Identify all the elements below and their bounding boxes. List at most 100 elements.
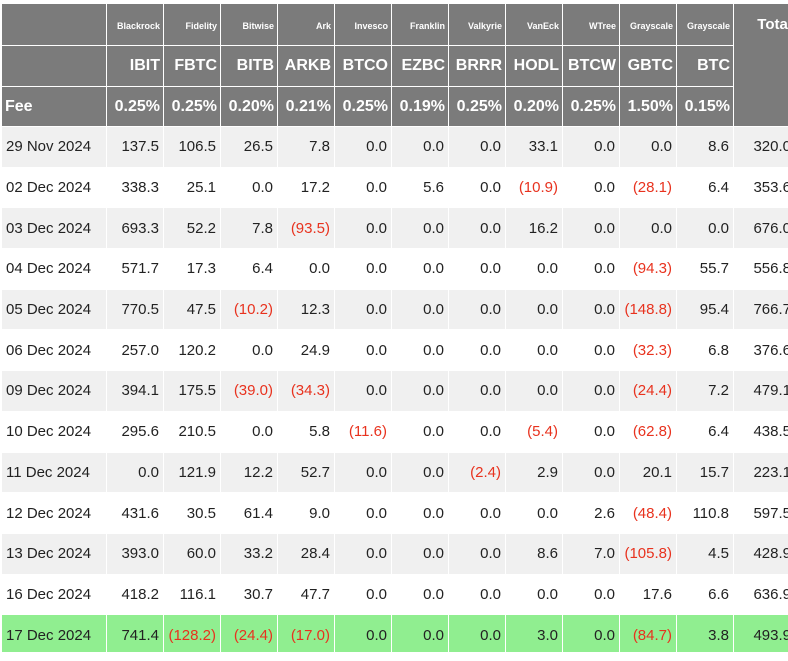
issuer-header: Bitwise (221, 4, 277, 45)
flow-value-cell: 17.2 (278, 167, 334, 208)
header-corner-blank (2, 4, 106, 45)
ticker-header: BTC (677, 46, 733, 86)
flow-value-cell: 0.0 (563, 330, 619, 371)
flow-value-cell: 0.0 (506, 330, 562, 371)
flow-value-cell: 5.8 (278, 411, 334, 452)
issuer-header: Ark (278, 4, 334, 45)
flow-value-cell: 6.6 (677, 574, 733, 615)
fee-value: 0.25% (449, 87, 505, 126)
table-row: 09 Dec 2024 394.1 175.5 (39.0) (34.3) 0.0 0.0 0… (2, 371, 788, 411)
flow-value-cell: 0.0 (563, 411, 619, 452)
fee-value: 0.21% (278, 87, 334, 126)
total-value-cell: 353.6 (734, 167, 788, 208)
flow-value-cell: 0.0 (449, 615, 505, 655)
flow-value-cell: 0.0 (392, 574, 448, 615)
flow-value-cell: 0.0 (449, 208, 505, 249)
total-value-cell: 320.0 (734, 127, 788, 167)
flow-value-cell: 0.0 (392, 127, 448, 167)
flow-value-cell: 20.1 (620, 452, 676, 493)
flow-value-cell: 52.2 (164, 208, 220, 249)
flow-value-cell: (11.6) (335, 411, 391, 452)
flow-value-cell: 8.6 (677, 127, 733, 167)
date-cell: 16 Dec 2024 (2, 574, 106, 615)
flow-value-cell: 0.0 (506, 493, 562, 533)
flow-value-cell: 6.8 (677, 330, 733, 371)
total-value-cell: 556.8 (734, 249, 788, 289)
ticker-header: HODL (506, 46, 562, 86)
flow-value-cell: 0.0 (221, 411, 277, 452)
flow-value-cell: 17.3 (164, 249, 220, 289)
table-row: 12 Dec 2024 431.6 30.5 61.4 9.0 0.0 0.0 0.0 0.0 2… (2, 493, 788, 533)
flow-value-cell: 7.2 (677, 371, 733, 411)
date-cell: 11 Dec 2024 (2, 452, 106, 493)
issuer-header-row: Blackrock Fidelity Bitwise Ark Invesco Frankl… (2, 4, 788, 126)
flow-value-cell: 0.0 (449, 533, 505, 574)
ticker-header: BITB (221, 46, 277, 86)
flow-value-cell: 0.0 (335, 330, 391, 371)
flow-value-cell: 0.0 (392, 208, 448, 249)
issuer-header: Fidelity (164, 4, 220, 45)
flow-value-cell: 0.0 (506, 574, 562, 615)
flow-value-cell: 106.5 (164, 127, 220, 167)
flow-value-cell: 0.0 (620, 127, 676, 167)
flow-value-cell: (5.4) (506, 411, 562, 452)
flow-value-cell: 0.0 (335, 167, 391, 208)
fee-value: 0.15% (677, 87, 733, 126)
table-row: 03 Dec 2024 693.3 52.2 7.8 (93.5) 0.0 0.0 0.0 16… (2, 208, 788, 249)
date-cell: 06 Dec 2024 (2, 330, 106, 371)
flow-value-cell: 30.7 (221, 574, 277, 615)
table-body: 29 Nov 2024 137.5 106.5 26.5 7.8 0.0 0.0 0.0 33.… (2, 127, 788, 655)
flow-value-cell: (94.3) (620, 249, 676, 289)
flow-value-cell: 0.0 (335, 493, 391, 533)
total-value-cell: 479.1 (734, 371, 788, 411)
total-value-cell: 438.5 (734, 411, 788, 452)
ticker-header: EZBC (392, 46, 448, 86)
fee-value: 0.20% (506, 87, 562, 126)
flow-value-cell: 6.4 (221, 249, 277, 289)
flow-value-cell: 0.0 (563, 452, 619, 493)
flow-value-cell: 0.0 (449, 167, 505, 208)
flow-value-cell: 9.0 (278, 493, 334, 533)
flow-value-cell: 770.5 (107, 289, 163, 330)
flow-value-cell: 2.6 (563, 493, 619, 533)
flow-value-cell: 0.0 (392, 493, 448, 533)
flow-value-cell: (128.2) (164, 615, 220, 655)
flow-value-cell: 0.0 (335, 533, 391, 574)
total-header: Total (734, 4, 788, 126)
flow-value-cell: 0.0 (335, 371, 391, 411)
flow-value-cell: 0.0 (506, 249, 562, 289)
fee-value: 0.25% (107, 87, 163, 126)
bottom-divider (0, 652, 788, 661)
flow-value-cell: (2.4) (449, 452, 505, 493)
flow-value-cell: 0.0 (563, 574, 619, 615)
flow-value-cell: 110.8 (677, 493, 733, 533)
ticker-header-row: IBIT FBTC BITB ARKB BTCO EZBC BRRR HODL BTCW GBTC… (2, 46, 788, 86)
flow-value-cell: 175.5 (164, 371, 220, 411)
flow-value-cell: 0.0 (449, 371, 505, 411)
table-row: 06 Dec 2024 257.0 120.2 0.0 24.9 0.0 0.0 0.0 0.0… (2, 330, 788, 371)
issuer-header: Grayscale (620, 4, 676, 45)
date-cell: 04 Dec 2024 (2, 249, 106, 289)
fee-value: 0.25% (335, 87, 391, 126)
flow-value-cell: 0.0 (392, 289, 448, 330)
flow-value-cell: 30.5 (164, 493, 220, 533)
flow-value-cell: 0.0 (392, 615, 448, 655)
flow-value-cell: 0.0 (563, 127, 619, 167)
flow-value-cell: (10.9) (506, 167, 562, 208)
flow-value-cell: (28.1) (620, 167, 676, 208)
total-value-cell: 766.7 (734, 289, 788, 330)
etf-flows-table: Blackrock Fidelity Bitwise Ark Invesco Frankl… (1, 3, 788, 656)
table-row: 29 Nov 2024 137.5 106.5 26.5 7.8 0.0 0.0 0.0 33.… (2, 127, 788, 167)
flow-value-cell: (62.8) (620, 411, 676, 452)
flow-value-cell: 0.0 (563, 289, 619, 330)
flow-value-cell: 0.0 (449, 493, 505, 533)
issuer-header: Valkyrie (449, 4, 505, 45)
flow-value-cell: 2.9 (506, 452, 562, 493)
flow-value-cell: 0.0 (392, 249, 448, 289)
flow-value-cell: 116.1 (164, 574, 220, 615)
ticker-corner-blank (2, 46, 106, 86)
flow-value-cell: 12.3 (278, 289, 334, 330)
flow-value-cell: 4.5 (677, 533, 733, 574)
flow-value-cell: 0.0 (563, 167, 619, 208)
flow-value-cell: 5.6 (392, 167, 448, 208)
